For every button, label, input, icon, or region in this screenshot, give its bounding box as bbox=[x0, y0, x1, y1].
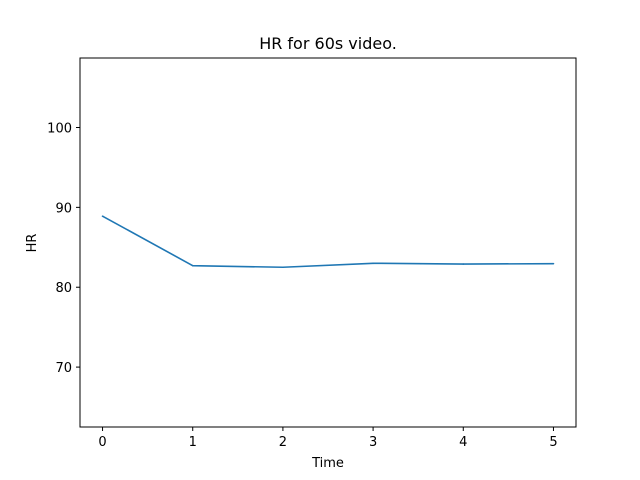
x-tick-label: 4 bbox=[459, 435, 467, 450]
x-tick-label: 1 bbox=[189, 435, 197, 450]
hr-data-point bbox=[372, 262, 374, 265]
y-axis-label: HR bbox=[25, 234, 40, 253]
x-axis-label: Time bbox=[311, 456, 344, 471]
chart-title: HR for 60s video. bbox=[259, 34, 397, 53]
x-tick-label: 5 bbox=[549, 435, 557, 450]
hr-data-point bbox=[101, 215, 104, 217]
plot-area: 0 1 2 3 4 5 70 80 90 100 bbox=[47, 57, 577, 450]
hr-data-point bbox=[191, 264, 194, 267]
x-tick-label: 2 bbox=[279, 435, 287, 450]
y-tick-label: 80 bbox=[55, 281, 72, 296]
x-tick-label: 0 bbox=[98, 435, 106, 450]
hr-data-point bbox=[552, 262, 555, 265]
y-tick-label: 90 bbox=[55, 201, 72, 216]
y-tick-label: 70 bbox=[55, 361, 72, 376]
hr-data-point bbox=[282, 266, 284, 269]
x-tick-label: 3 bbox=[369, 435, 377, 450]
axes-frame bbox=[79, 57, 577, 428]
hr-data-point bbox=[462, 263, 465, 265]
hr-series-line bbox=[102, 215, 554, 269]
y-tick-label: 100 bbox=[47, 121, 72, 136]
